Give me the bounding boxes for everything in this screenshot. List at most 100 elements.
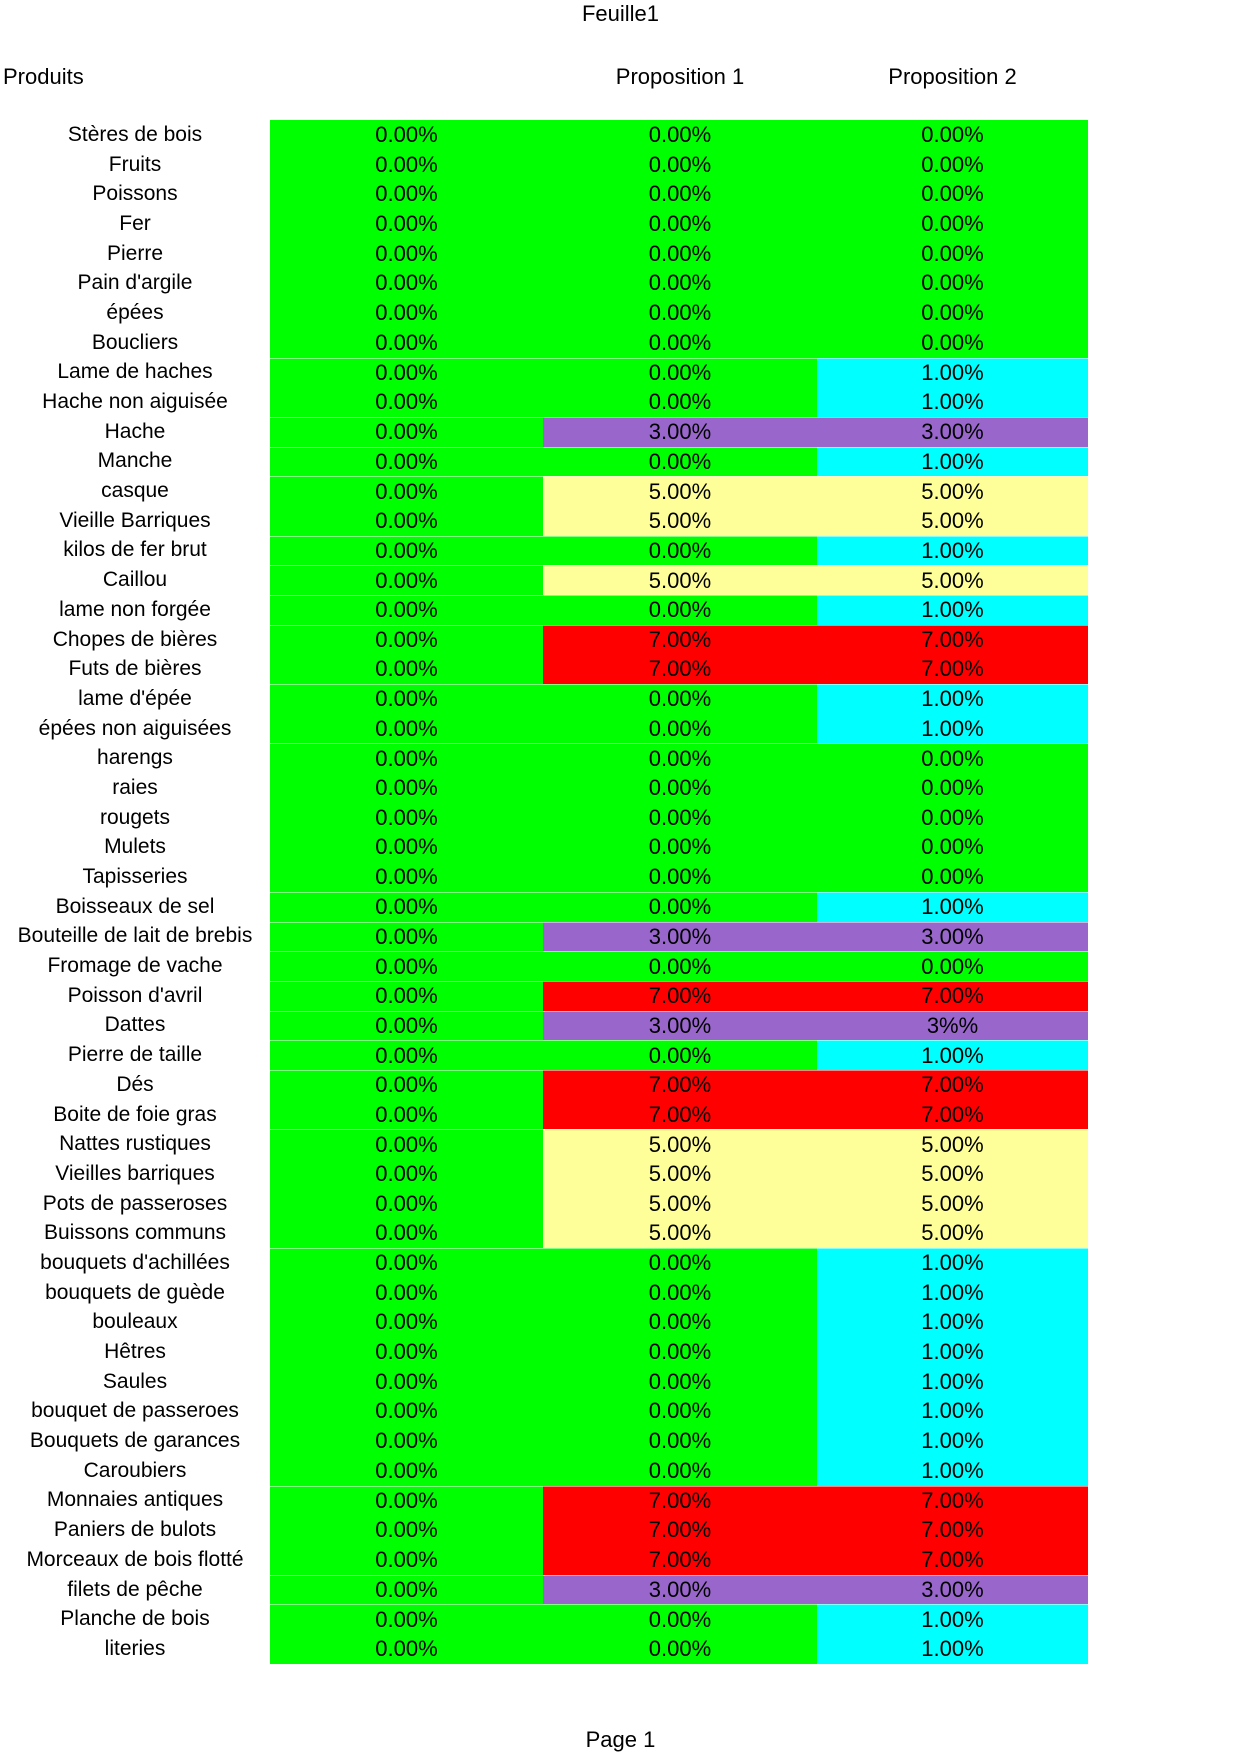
sheet-title: Feuille1 [581, 1, 660, 26]
value-cell: 5.00% [543, 1218, 817, 1249]
table-row: Boisseaux de sel 0.00% 0.00% 1.00% [0, 891, 1088, 922]
value-cell: 5.00% [543, 565, 817, 595]
value-cell: 1.00% [817, 1337, 1088, 1367]
value-cell: 7.00% [543, 1099, 817, 1130]
value-cell: 0.00% [543, 684, 817, 714]
product-label: Boucliers [91, 330, 179, 354]
table-row: épées 0.00% 0.00% 0.00% [0, 298, 1088, 328]
value-cell: 0.00% [543, 595, 817, 625]
value-cell: 0.00% [270, 1485, 543, 1516]
value-cell: 1.00% [817, 387, 1088, 417]
value-cell: 0.00% [270, 298, 543, 328]
value-cell: 7.00% [817, 1515, 1088, 1545]
table-row: Buissons communs 0.00% 5.00% 5.00% [0, 1218, 1088, 1249]
value-cell: 0.00% [270, 1099, 543, 1130]
value-cell: 5.00% [543, 1188, 817, 1219]
table-row: kilos de fer brut 0.00% 0.00% 1.00% [0, 535, 1088, 566]
value-cell: 5.00% [817, 476, 1088, 506]
value-cell: 0.00% [270, 446, 543, 477]
product-label: harengs [97, 746, 173, 770]
value-cell: 0.00% [270, 980, 543, 1011]
table-row: Chopes de bières 0.00% 7.00% 7.00% [0, 624, 1088, 655]
table-row: Futs de bières 0.00% 7.00% 7.00% [0, 654, 1088, 685]
product-label: Pots de passeroses [42, 1191, 228, 1215]
table-row: Vieilles barriques 0.00% 5.00% 5.00% [0, 1159, 1088, 1189]
product-label: bouleaux [92, 1310, 178, 1334]
product-label: Buissons communs [43, 1221, 227, 1245]
product-label: Hêtres [104, 1340, 166, 1364]
table-row: Morceaux de bois flotté 0.00% 7.00% 7.00% [0, 1545, 1088, 1575]
value-cell: 5.00% [543, 1129, 817, 1160]
table-row: bouquet de passeroes 0.00% 0.00% 1.00% [0, 1396, 1088, 1427]
value-cell: 0.00% [270, 476, 543, 506]
value-cell: 1.00% [817, 1366, 1088, 1397]
table-row: Boite de foie gras 0.00% 7.00% 7.00% [0, 1099, 1088, 1130]
value-cell: 0.00% [270, 1129, 543, 1160]
value-cell: 0.00% [270, 357, 543, 388]
table-row: Planche de bois 0.00% 0.00% 1.00% [0, 1604, 1088, 1635]
value-cell: 0.00% [270, 327, 543, 358]
value-cell: 0.00% [543, 743, 817, 774]
value-cell: 0.00% [270, 1040, 543, 1070]
value-cell: 0.00% [270, 238, 543, 269]
value-cell: 3.00% [817, 416, 1088, 447]
value-cell: 5.00% [543, 1159, 817, 1189]
table-row: Saules 0.00% 0.00% 1.00% [0, 1366, 1088, 1397]
value-cell: 0.00% [543, 1634, 817, 1664]
value-cell: 0.00% [543, 951, 817, 981]
column-header-proposition-1: Proposition 1 [615, 64, 745, 89]
value-cell: 7.00% [543, 980, 817, 1011]
product-label: Caillou [102, 568, 168, 592]
value-cell: 0.00% [270, 535, 543, 566]
value-cell: 1.00% [817, 535, 1088, 566]
value-cell: 0.00% [543, 357, 817, 388]
value-cell: 0.00% [543, 1455, 817, 1486]
value-cell: 1.00% [817, 1307, 1088, 1338]
value-cell: 0.00% [270, 565, 543, 595]
value-cell: 0.00% [543, 535, 817, 566]
value-cell: 0.00% [270, 654, 543, 685]
value-cell: 0.00% [270, 773, 543, 803]
table-row: Hêtres 0.00% 0.00% 1.00% [0, 1337, 1088, 1367]
value-cell: 0.00% [270, 951, 543, 981]
product-label: filets de pêche [67, 1577, 203, 1601]
value-cell: 7.00% [543, 1515, 817, 1545]
table-row: Nattes rustiques 0.00% 5.00% 5.00% [0, 1129, 1088, 1160]
value-cell: 0.00% [270, 1604, 543, 1635]
value-cell: 5.00% [543, 476, 817, 506]
table-row: Mulets 0.00% 0.00% 0.00% [0, 832, 1088, 863]
product-label: Pain d'argile [77, 271, 193, 295]
value-cell: 0.00% [543, 773, 817, 803]
value-cell: 0.00% [817, 951, 1088, 981]
value-cell: 0.00% [817, 179, 1088, 210]
product-label: rougets [99, 805, 171, 829]
value-cell: 0.00% [543, 1277, 817, 1308]
table-row: bouquets d'achillées 0.00% 0.00% 1.00% [0, 1248, 1088, 1278]
product-label: Bouteille de lait de brebis [17, 924, 253, 948]
value-cell: 0.00% [270, 1396, 543, 1427]
table-row: Paniers de bulots 0.00% 7.00% 7.00% [0, 1515, 1088, 1545]
table-row: Caroubiers 0.00% 0.00% 1.00% [0, 1455, 1088, 1486]
value-cell: 0.00% [270, 1010, 543, 1041]
value-cell: 0.00% [270, 1159, 543, 1189]
table-row: lame d'épée 0.00% 0.00% 1.00% [0, 684, 1088, 714]
table-row: Caillou 0.00% 5.00% 5.00% [0, 565, 1088, 595]
value-cell: 0.00% [270, 1574, 543, 1605]
table-row: Stères de bois 0.00% 0.00% 0.00% [0, 120, 1088, 150]
value-cell: 0.00% [817, 832, 1088, 863]
value-cell: 3.00% [543, 1010, 817, 1041]
value-cell: 7.00% [817, 1545, 1088, 1575]
value-cell: 1.00% [817, 595, 1088, 625]
value-cell: 0.00% [543, 327, 817, 358]
value-cell: 0.00% [270, 268, 543, 299]
value-cell: 1.00% [817, 446, 1088, 477]
table-row: Boucliers 0.00% 0.00% 0.00% [0, 327, 1088, 358]
table-row: rougets 0.00% 0.00% 0.00% [0, 802, 1088, 833]
page-footer: Page 1 [585, 1727, 656, 1752]
product-label: Saules [102, 1369, 168, 1393]
value-cell: 0.00% [543, 149, 817, 180]
value-cell: 0.00% [543, 1040, 817, 1070]
product-label: Nattes rustiques [59, 1132, 211, 1156]
table-row: Vieille Barriques 0.00% 5.00% 5.00% [0, 505, 1088, 536]
